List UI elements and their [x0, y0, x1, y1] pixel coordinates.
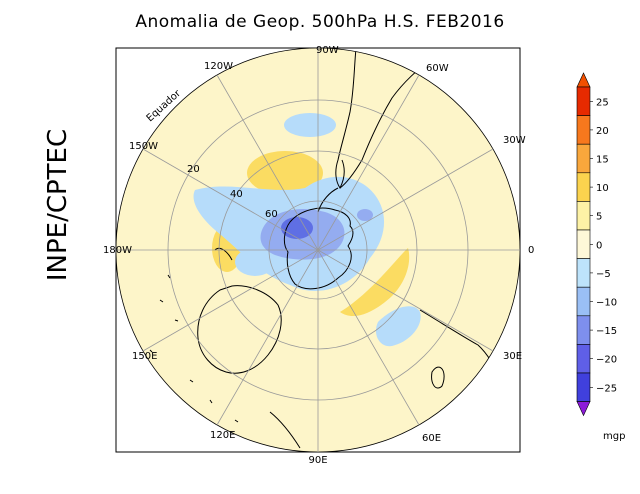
- colorbar-swatch: [576, 115, 591, 145]
- negative-anomaly-peak: [281, 217, 313, 239]
- lon-label-180w: 180W: [103, 245, 132, 256]
- lon-label-120e: 120E: [210, 430, 235, 441]
- pacific-islands: [149, 274, 239, 423]
- lon-label-90e: 90E: [308, 455, 327, 466]
- colorbar-swatch: [576, 372, 591, 402]
- colorbar-swatch: [576, 172, 591, 202]
- asia-coastline: [269, 411, 301, 449]
- positive-anomaly-south-atlantic: [340, 248, 410, 317]
- colorbar-swatch: [576, 201, 591, 231]
- colorbar-tick-label: 0: [596, 240, 602, 251]
- negative-anomaly-pacific: [284, 113, 336, 137]
- colorbar-tick-label: 10: [596, 183, 609, 194]
- negative-anomaly-south-africa: [375, 306, 421, 347]
- negative-anomaly-small: [357, 209, 373, 221]
- graticule: [115, 47, 521, 453]
- colorbar-swatch: [576, 143, 591, 174]
- colorbar-tick-label: 20: [596, 126, 609, 137]
- colorbar-swatch: [576, 315, 591, 345]
- colorbar-swatch: [576, 258, 591, 288]
- colorbar-tick-label: −10: [596, 298, 617, 309]
- madagascar: [431, 366, 445, 389]
- lat-label-20: 20: [187, 164, 200, 175]
- meridian-30w-150e: [142, 148, 494, 352]
- antarctic-peninsula: [317, 187, 339, 213]
- colorbar-tick-label: −25: [596, 383, 617, 394]
- colorbar-tick-label: −5: [596, 269, 611, 280]
- antarctica-coastline: [283, 207, 354, 290]
- colorbar-unit: mgp: [603, 431, 626, 442]
- lat-label-40: 40: [230, 189, 243, 200]
- lon-label-60e: 60E: [422, 433, 441, 444]
- lon-label-120w: 120W: [204, 61, 233, 72]
- colorbar-tick-label: 5: [596, 212, 602, 223]
- colorbar-max-arrow: [576, 72, 591, 88]
- colorbar-swatch: [576, 286, 591, 317]
- colorbar-swatch: [576, 86, 591, 116]
- lon-label-90w: 90W: [316, 45, 339, 56]
- colorbar-tick-label: 25: [596, 97, 609, 108]
- australia-coastline: [197, 285, 282, 374]
- map-title: Anomalia de Geop. 500hPa H.S. FEB2016: [135, 12, 505, 32]
- lat-label-60: 60: [265, 209, 278, 220]
- lon-label-150e: 150E: [132, 351, 157, 362]
- colorbar-swatch: [576, 344, 591, 374]
- colorbar-tick-label: 15: [596, 155, 609, 166]
- lon-label-150w: 150W: [129, 141, 158, 152]
- negative-anomaly-west-lobe: [235, 248, 275, 276]
- positive-anomaly-south-pacific: [247, 151, 323, 195]
- lon-label-30e: 30E: [503, 351, 522, 362]
- lon-label-60w: 60W: [426, 63, 449, 74]
- colorbar: 25 20 15 10 5 0 −5 −10 −15 −20 −25: [576, 72, 617, 417]
- colorbar-swatch: [576, 229, 591, 259]
- colorbar-tick-label: −20: [596, 355, 617, 366]
- colorbar-min-arrow: [576, 401, 591, 417]
- colorbar-tick-label: −15: [596, 326, 617, 337]
- lon-label-0: 0: [528, 245, 534, 256]
- lon-label-30w: 30W: [503, 135, 526, 146]
- south-america-coastline: [335, 48, 357, 189]
